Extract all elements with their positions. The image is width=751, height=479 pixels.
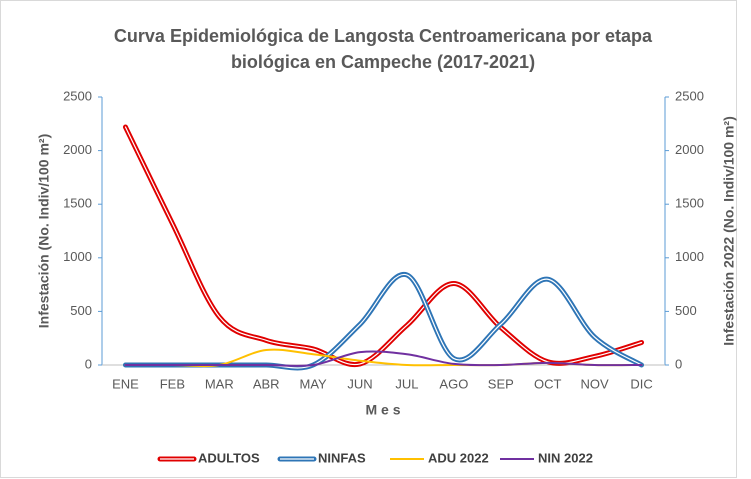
y-axis-title: Infestación (No. Indiv/100 m²) [36, 134, 52, 328]
x-tick-label: FEB [160, 376, 185, 391]
x-tick-label: AGO [439, 376, 468, 391]
y-tick-label: 1500 [63, 196, 92, 211]
y2-tick-label: 2500 [675, 88, 704, 103]
y2-tick-label: 500 [675, 303, 697, 318]
y2-tick-label: 0 [675, 356, 682, 371]
legend-label: ADULTOS [198, 450, 260, 465]
y-tick-label: 2000 [63, 142, 92, 157]
y2-axis-title: Infestación 2022 (No. Indiv/100 m²) [721, 116, 737, 346]
x-tick-label: ABR [253, 376, 280, 391]
x-tick-label: MAY [300, 376, 328, 391]
y2-tick-label: 2000 [675, 142, 704, 157]
legend-label: ADU 2022 [428, 450, 489, 465]
chart-title: biológica en Campeche (2017-2021) [231, 52, 535, 72]
x-axis-title: M e s [365, 402, 400, 418]
chart-title: Curva Epidemiológica de Langosta Centroa… [114, 26, 653, 46]
y-tick-label: 500 [70, 303, 92, 318]
y-tick-label: 0 [85, 356, 92, 371]
legend-label: NIN 2022 [538, 450, 593, 465]
y-tick-label: 1000 [63, 249, 92, 264]
x-tick-label: JUL [395, 376, 418, 391]
x-tick-label: OCT [534, 376, 562, 391]
y-tick-label: 2500 [63, 88, 92, 103]
series-line-inner [124, 126, 643, 366]
y2-tick-label: 1000 [675, 249, 704, 264]
y2-tick-label: 1500 [675, 196, 704, 211]
x-tick-label: MAR [205, 376, 234, 391]
x-tick-label: ENE [112, 376, 139, 391]
x-tick-label: NOV [581, 376, 610, 391]
x-tick-label: SEP [488, 376, 514, 391]
series-line [124, 350, 643, 367]
x-tick-label: JUN [347, 376, 372, 391]
chart-frame [0, 0, 737, 478]
legend-label: NINFAS [318, 450, 366, 465]
x-tick-label: DIC [630, 376, 652, 391]
